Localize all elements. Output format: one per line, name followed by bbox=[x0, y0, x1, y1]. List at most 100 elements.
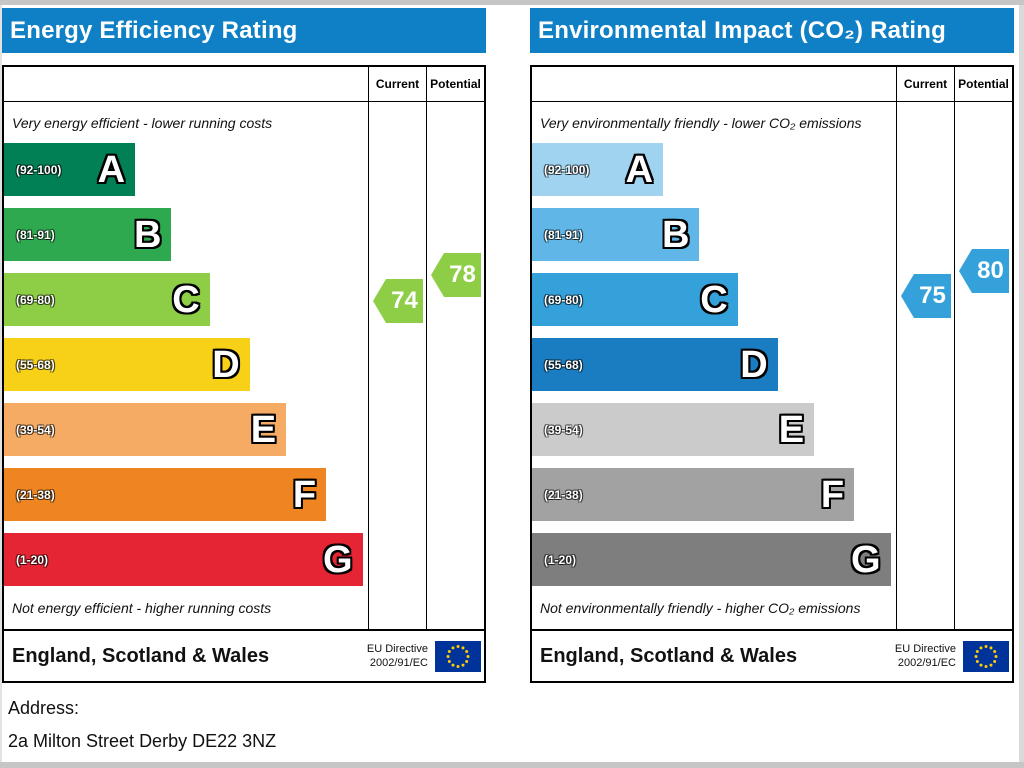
band-b: (81-91) B bbox=[532, 208, 896, 261]
table-header-row: Current Potential bbox=[532, 67, 1012, 102]
band-c-bar: (69-80) C bbox=[532, 273, 738, 326]
table-header-spacer bbox=[4, 67, 368, 101]
region-label: England, Scotland & Wales bbox=[12, 644, 270, 667]
band-range-label: (21-38) bbox=[544, 487, 583, 502]
potential-rating-value: 78 bbox=[444, 253, 481, 297]
band-g-bar: (1-20) G bbox=[4, 533, 363, 586]
top-caption: Very environmentally friendly - lower CO… bbox=[540, 114, 862, 131]
top-caption: Very energy efficient - lower running co… bbox=[12, 114, 273, 131]
band-letter-label: B bbox=[661, 213, 690, 256]
band-f-bar: (21-38) F bbox=[4, 468, 327, 521]
band-range-label: (55-68) bbox=[16, 357, 55, 372]
current-rating-value: 75 bbox=[914, 274, 951, 318]
band-d: (55-68) D bbox=[532, 338, 896, 391]
band-letter-label: F bbox=[292, 473, 317, 516]
band-letter-label: C bbox=[172, 278, 200, 321]
band-d-bar: (55-68) D bbox=[532, 338, 778, 391]
band-a-bar: (92-100) A bbox=[532, 143, 664, 196]
current-column-header: Current bbox=[368, 67, 426, 101]
table-body: Very environmentally friendly - lower CO… bbox=[532, 102, 1012, 629]
band-e-bar: (39-54) E bbox=[4, 403, 287, 456]
current-rating-arrow: 74 bbox=[373, 279, 423, 323]
current-column: 74 bbox=[368, 102, 426, 629]
bands-column: Very energy efficient - lower running co… bbox=[4, 102, 368, 629]
band-b-bar: (81-91) B bbox=[532, 208, 700, 261]
band-c: (69-80) C bbox=[532, 273, 896, 326]
eu-directive-line2: 2002/91/EC bbox=[369, 657, 428, 669]
band-letter-label: A bbox=[625, 148, 654, 191]
band-f: (21-38) F bbox=[532, 468, 896, 521]
potential-rating-arrow: 78 bbox=[431, 253, 481, 297]
band-letter-label: D bbox=[212, 343, 240, 386]
band-letter-label: G bbox=[322, 538, 353, 581]
address-block: Address: 2a Milton Street Derby DE22 3NZ bbox=[8, 698, 276, 752]
table-body: Very energy efficient - lower running co… bbox=[4, 102, 484, 629]
table-footer: England, Scotland & Wales EU Directive 2… bbox=[4, 629, 484, 681]
band-e: (39-54) E bbox=[532, 403, 896, 456]
energy-chart-title: Energy Efficiency Rating bbox=[2, 8, 486, 53]
potential-column-header: Potential bbox=[426, 67, 484, 101]
band-range-label: (39-54) bbox=[16, 422, 55, 437]
eu-directive-label: EU Directive 2002/91/EC bbox=[367, 642, 428, 671]
potential-rating-arrow: 80 bbox=[959, 249, 1009, 293]
band-range-label: (92-100) bbox=[16, 162, 62, 177]
band-range-label: (69-80) bbox=[544, 292, 583, 307]
bottom-caption: Not environmentally friendly - higher CO… bbox=[540, 599, 861, 616]
band-letter-label: C bbox=[700, 278, 728, 321]
current-column-header: Current bbox=[896, 67, 954, 101]
band-c-bar: (69-80) C bbox=[4, 273, 210, 326]
co2-chart-title: Environmental Impact (CO₂) Rating bbox=[530, 8, 1014, 53]
band-range-label: (21-38) bbox=[16, 487, 55, 502]
band-range-label: (81-91) bbox=[544, 227, 583, 242]
band-a: (92-100) A bbox=[4, 143, 368, 196]
rating-bands: (92-100) A (81-91) B (69-80) C bbox=[532, 143, 896, 586]
band-range-label: (92-100) bbox=[544, 162, 590, 177]
co2-rating-table: Current Potential Very environmentally f… bbox=[530, 65, 1014, 683]
potential-rating-value: 80 bbox=[972, 249, 1009, 293]
band-letter-label: G bbox=[850, 538, 881, 581]
eu-directive-label: EU Directive 2002/91/EC bbox=[895, 642, 956, 671]
energy-rating-table: Current Potential Very energy efficient … bbox=[2, 65, 486, 683]
band-letter-label: A bbox=[97, 148, 126, 191]
address-label: Address: bbox=[8, 698, 80, 718]
band-letter-label: D bbox=[740, 343, 768, 386]
band-range-label: (81-91) bbox=[16, 227, 55, 242]
eu-directive-line1: EU Directive bbox=[894, 642, 956, 655]
table-header-row: Current Potential bbox=[4, 67, 484, 102]
region-label: England, Scotland & Wales bbox=[540, 644, 798, 667]
band-e: (39-54) E bbox=[4, 403, 368, 456]
arrow-tip bbox=[959, 249, 972, 293]
current-column: 75 bbox=[896, 102, 954, 629]
energy-efficiency-chart: Energy Efficiency Rating Current Potenti… bbox=[2, 8, 486, 683]
current-rating-value: 74 bbox=[386, 279, 423, 323]
band-f-bar: (21-38) F bbox=[532, 468, 855, 521]
band-letter-label: B bbox=[133, 213, 162, 256]
current-rating-arrow: 75 bbox=[901, 274, 951, 318]
band-range-label: (55-68) bbox=[544, 357, 583, 372]
band-a: (92-100) A bbox=[532, 143, 896, 196]
band-c: (69-80) C bbox=[4, 273, 368, 326]
potential-column: 80 bbox=[954, 102, 1012, 629]
band-g: (1-20) G bbox=[532, 533, 896, 586]
band-range-label: (1-20) bbox=[16, 552, 49, 567]
eu-directive-line1: EU Directive bbox=[366, 642, 428, 655]
band-d-bar: (55-68) D bbox=[4, 338, 250, 391]
environmental-impact-chart: Environmental Impact (CO₂) Rating Curren… bbox=[530, 8, 1014, 683]
bottom-caption: Not energy efficient - higher running co… bbox=[12, 599, 272, 616]
eu-flag-icon bbox=[963, 640, 1009, 672]
rating-bands: (92-100) A (81-91) B (69-80) C bbox=[4, 143, 368, 586]
band-range-label: (39-54) bbox=[544, 422, 583, 437]
arrow-tip bbox=[431, 253, 444, 297]
address-value: 2a Milton Street Derby DE22 3NZ bbox=[8, 731, 277, 751]
band-g: (1-20) G bbox=[4, 533, 368, 586]
arrow-tip bbox=[901, 274, 914, 318]
table-footer: England, Scotland & Wales EU Directive 2… bbox=[532, 629, 1012, 681]
eu-flag-icon bbox=[435, 640, 481, 672]
band-b-bar: (81-91) B bbox=[4, 208, 172, 261]
band-b: (81-91) B bbox=[4, 208, 368, 261]
table-header-spacer bbox=[532, 67, 896, 101]
potential-column: 78 bbox=[426, 102, 484, 629]
potential-column-header: Potential bbox=[954, 67, 1012, 101]
bands-column: Very environmentally friendly - lower CO… bbox=[532, 102, 896, 629]
band-g-bar: (1-20) G bbox=[532, 533, 891, 586]
